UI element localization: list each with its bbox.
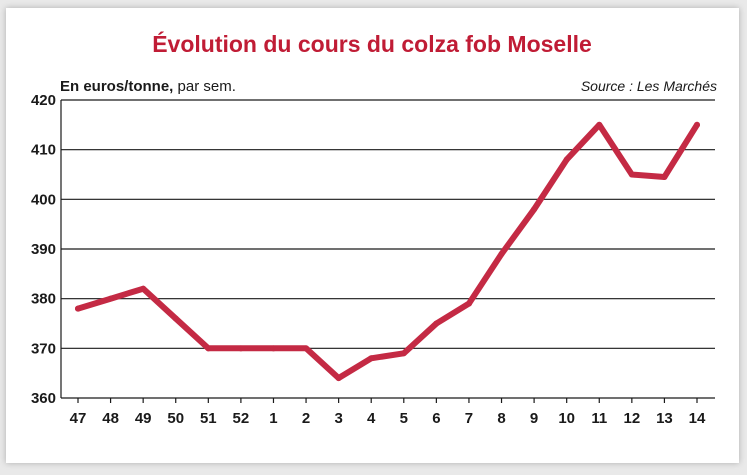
x-tick-label-12: 12 [623, 410, 640, 427]
x-tick-label-11: 11 [591, 410, 607, 427]
x-tick-label-49: 49 [135, 410, 152, 427]
x-tick-label-2: 2 [302, 410, 310, 427]
data-point-47 [75, 305, 81, 312]
data-point-13 [661, 173, 668, 180]
x-tick-label-47: 47 [70, 410, 87, 427]
data-point-52 [237, 345, 244, 352]
source-label: Source : Les Marchés [581, 78, 717, 94]
data-point-5 [400, 350, 407, 357]
unit-label: En euros/tonne, par sem. [60, 78, 236, 95]
x-tick-label-50: 50 [167, 410, 184, 427]
x-tick-label-8: 8 [497, 410, 505, 427]
data-point-9 [531, 206, 538, 213]
unit-label-bold: En euros/tonne, [60, 78, 173, 95]
unit-label-rest: par sem. [173, 78, 236, 95]
data-point-48 [107, 295, 114, 302]
x-tick-label-6: 6 [432, 410, 440, 427]
data-point-49 [140, 285, 147, 292]
data-point-11 [596, 121, 603, 128]
y-tick-label-400: 400 [31, 191, 56, 208]
x-tick-label-51: 51 [200, 410, 217, 427]
data-point-2 [303, 345, 310, 352]
grid [61, 99, 715, 399]
y-tick-label-380: 380 [31, 291, 56, 308]
data-point-50 [172, 315, 179, 322]
x-tick-label-14: 14 [689, 410, 706, 427]
x-tick-label-48: 48 [102, 410, 119, 427]
data-point-12 [628, 171, 635, 178]
series [75, 121, 700, 382]
y-tick-label-370: 370 [31, 340, 56, 357]
y-tick-label-410: 410 [31, 142, 56, 159]
y-tick-label-420: 420 [31, 92, 56, 109]
x-tick-label-3: 3 [334, 410, 342, 427]
data-point-3 [335, 375, 342, 382]
chart: Évolution du cours du colza fob Moselle … [31, 30, 717, 427]
data-point-6 [433, 320, 440, 327]
x-tick-label-13: 13 [656, 410, 673, 427]
data-point-10 [563, 156, 570, 163]
x-tick-label-4: 4 [367, 410, 376, 427]
data-point-51 [205, 345, 212, 352]
x-tick-label-10: 10 [558, 410, 575, 427]
data-point-4 [368, 355, 375, 362]
x-tick-label-1: 1 [269, 410, 277, 427]
x-tick-label-52: 52 [233, 410, 250, 427]
chart-card: Évolution du cours du colza fob Moselle … [6, 8, 739, 463]
data-point-7 [465, 300, 472, 307]
data-point-1 [270, 345, 277, 352]
x-tick-label-5: 5 [400, 410, 408, 427]
chart-title: Évolution du cours du colza fob Moselle [152, 30, 592, 57]
y-tick-label-360: 360 [31, 390, 56, 407]
y-tick-label-390: 390 [31, 241, 56, 258]
x-tick-label-9: 9 [530, 410, 538, 427]
x-tick-label-7: 7 [465, 410, 473, 427]
data-point-8 [498, 250, 505, 257]
series-line-0 [75, 121, 700, 382]
data-point-14 [694, 121, 700, 128]
